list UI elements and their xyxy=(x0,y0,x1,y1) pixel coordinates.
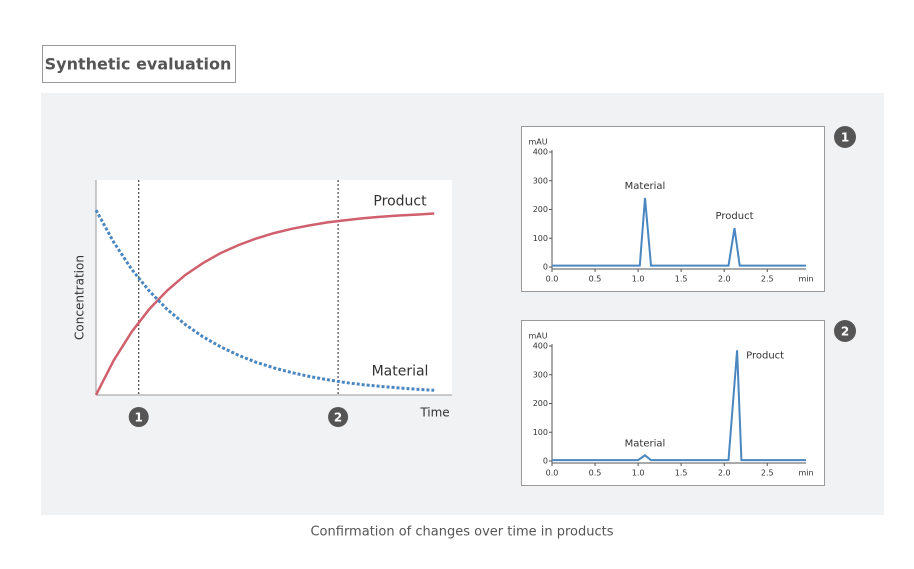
series-line xyxy=(94,209,435,392)
y-tick-label: 100 xyxy=(533,234,548,243)
x-axis-label: Time xyxy=(419,406,449,420)
x-axis-label: min xyxy=(798,469,813,478)
x-tick-label: 0.5 xyxy=(589,275,602,284)
x-axis-label: min xyxy=(798,275,813,284)
x-tick-label: 2.5 xyxy=(761,275,774,284)
chart-badge xyxy=(834,126,856,148)
x-tick-label: 1.5 xyxy=(675,469,688,478)
series-line xyxy=(94,212,435,396)
x-tick-label: 2.0 xyxy=(718,469,731,478)
x-tick-label: 1.0 xyxy=(632,469,645,478)
y-axis-label: mAU xyxy=(528,332,547,341)
x-tick-label: 1.5 xyxy=(675,275,688,284)
y-tick-label: 100 xyxy=(533,428,548,437)
x-tick-label: 0.5 xyxy=(589,469,602,478)
title-box xyxy=(42,45,236,83)
chrom-box xyxy=(521,126,825,292)
time-badge-label: 1 xyxy=(135,411,143,425)
peak-label: Product xyxy=(746,350,784,361)
peak-label: Material xyxy=(625,181,666,192)
x-tick-label: 2.0 xyxy=(718,275,731,284)
caption: Confirmation of changes over time in pro… xyxy=(310,525,613,540)
time-badge-label: 2 xyxy=(334,411,342,425)
x-tick-label: 1.0 xyxy=(632,275,645,284)
chromatogram-line xyxy=(552,350,806,462)
y-tick-label: 0 xyxy=(543,263,548,272)
chart-badge xyxy=(834,320,856,342)
chromatogram-line xyxy=(552,197,806,267)
peak-label: Material xyxy=(625,438,666,449)
y-tick-label: 0 xyxy=(543,457,548,466)
x-tick-label: 2.5 xyxy=(761,469,774,478)
time-badge xyxy=(128,407,149,427)
chart-badge-label: 1 xyxy=(841,131,849,145)
time-badge xyxy=(328,407,349,427)
y-axis-label: mAU xyxy=(528,138,547,147)
chrom-box xyxy=(521,320,825,486)
peak-label: Product xyxy=(716,211,754,222)
x-tick-label: 0.0 xyxy=(546,275,559,284)
page-title: Synthetic evaluation xyxy=(45,55,232,74)
y-tick-label: 200 xyxy=(533,205,548,214)
y-tick-label: 300 xyxy=(533,176,548,185)
y-tick-label: 300 xyxy=(533,370,548,379)
y-tick-label: 200 xyxy=(533,399,548,408)
y-axis-label: Concentration xyxy=(73,255,87,340)
chart-badge-label: 2 xyxy=(841,325,849,339)
y-tick-label: 400 xyxy=(533,342,548,351)
series-label: Product xyxy=(373,194,427,210)
x-tick-label: 0.0 xyxy=(546,469,559,478)
series-label: Material xyxy=(372,363,429,379)
y-tick-label: 400 xyxy=(533,148,548,157)
